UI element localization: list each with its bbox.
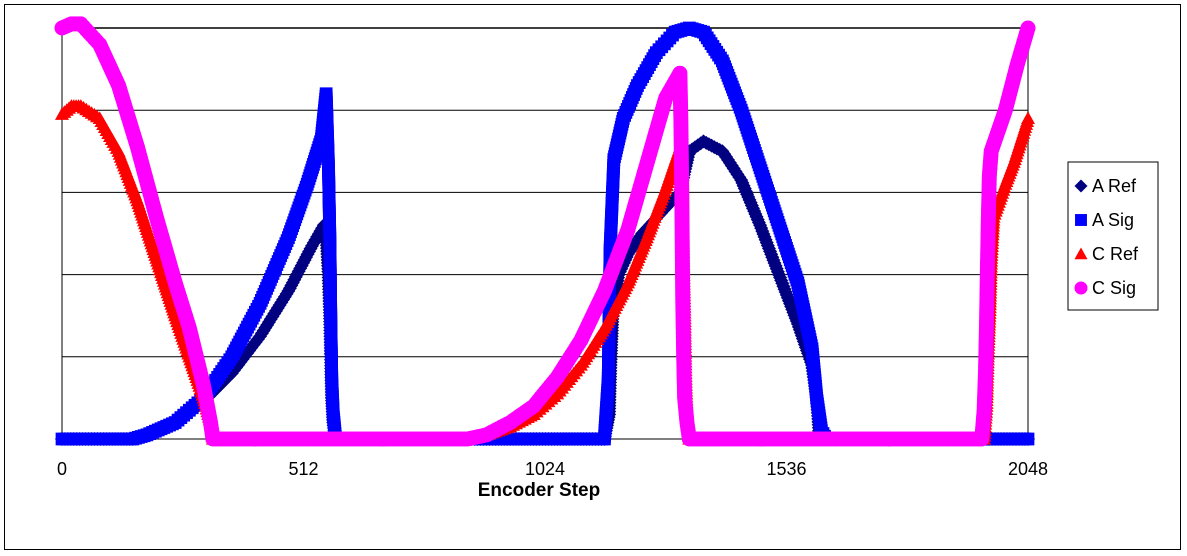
series-layer <box>54 16 1036 447</box>
data-point <box>1020 20 1036 36</box>
series-c-sig <box>54 16 1036 447</box>
legend-marker-diamond <box>1074 179 1088 193</box>
x-tick-label: 2048 <box>1008 459 1048 479</box>
x-tick-label: 1024 <box>525 459 565 479</box>
x-tick-label: 0 <box>57 459 67 479</box>
legend-marker-square <box>1075 214 1087 226</box>
data-point <box>1021 432 1035 446</box>
legend-item: A Sig <box>1075 210 1134 230</box>
legend-item: A Ref <box>1074 176 1137 196</box>
x-tick-label: 1536 <box>766 459 806 479</box>
x-tick-label: 512 <box>288 459 318 479</box>
legend-marker-triangle <box>1074 247 1088 260</box>
legend-label: A Ref <box>1092 176 1137 196</box>
x-axis-title: Encoder Step <box>478 480 600 501</box>
legend: A Ref A Sig C Ref C Sig <box>1067 161 1159 311</box>
data-point <box>1021 111 1035 125</box>
legend-item: C Sig <box>1074 278 1136 298</box>
legend-label: C Sig <box>1092 278 1136 298</box>
x-axis-ticks: 0 512 1024 1536 2048 <box>57 459 1048 479</box>
legend-marker-circle <box>1074 281 1088 295</box>
legend-label: C Ref <box>1092 244 1139 264</box>
legend-item: C Ref <box>1074 244 1139 264</box>
legend-label: A Sig <box>1092 210 1134 230</box>
